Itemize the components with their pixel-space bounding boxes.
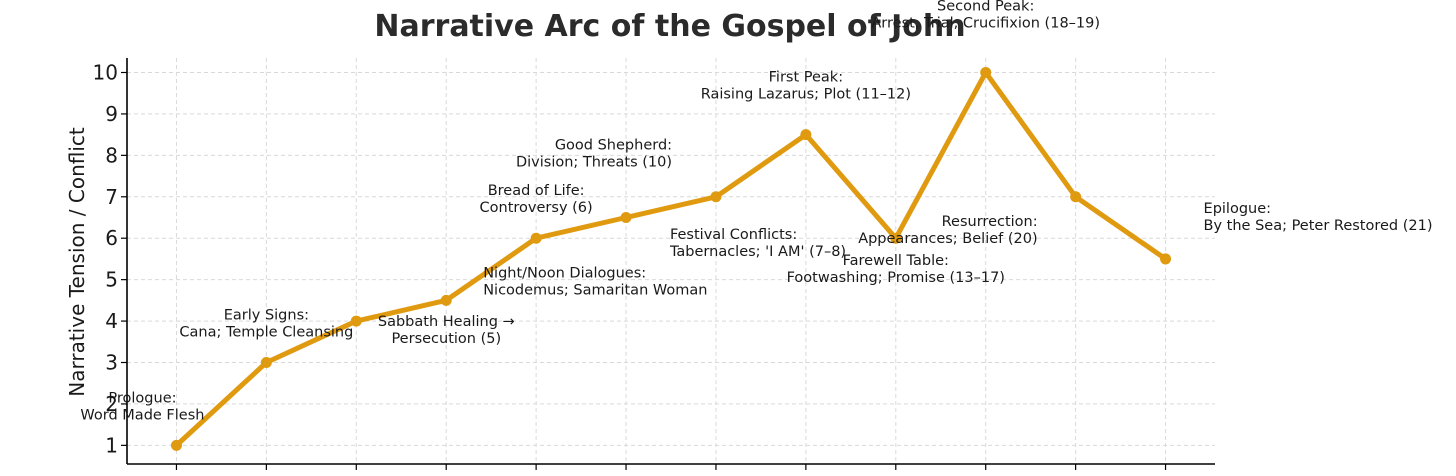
data-point xyxy=(710,191,722,203)
annotation: Prologue:Word Made Flesh xyxy=(80,390,204,423)
data-point xyxy=(1070,191,1082,203)
annotation-text: Good Shepherd: xyxy=(555,138,672,154)
data-point xyxy=(620,212,632,223)
data-point xyxy=(440,294,452,306)
y-tick-label: 3 xyxy=(105,351,118,375)
y-tick-label: 4 xyxy=(105,309,118,333)
annotation: Second Peak:Arrest, Trial, Crucifixion (… xyxy=(871,0,1100,32)
data-point xyxy=(800,129,812,141)
y-tick-label: 1 xyxy=(105,433,118,457)
annotation-text: Raising Lazarus; Plot (11–12) xyxy=(701,87,911,103)
annotation: Farewell Table:Footwashing; Promise (13–… xyxy=(787,253,1005,286)
data-point xyxy=(170,439,182,451)
y-tick-label: 7 xyxy=(105,185,118,209)
data-point xyxy=(530,232,542,244)
annotation: Sabbath Healing →Persecution (5) xyxy=(378,314,515,347)
annotation: Good Shepherd:Division; Threats (10) xyxy=(516,138,672,171)
axis-layer: Narrative Arc of the Gospel of John Narr… xyxy=(65,9,1215,470)
data-point xyxy=(1160,253,1172,265)
y-tick-label: 6 xyxy=(105,226,118,250)
annotation-text: Night/Noon Dialogues: xyxy=(483,265,646,281)
annotation: Bread of Life:Controversy (6) xyxy=(480,183,593,216)
annotation-text: By the Sea; Peter Restored (21) xyxy=(1204,218,1433,234)
annotation-text: Farewell Table: xyxy=(843,253,949,269)
series-layer xyxy=(170,67,1172,451)
annotation: Epilogue:By the Sea; Peter Restored (21) xyxy=(1204,201,1433,234)
y-tick-label: 10 xyxy=(93,61,118,85)
y-tick-label: 5 xyxy=(105,268,118,292)
annotation-text: Early Signs: xyxy=(224,308,309,324)
annotation-layer: Prologue:Word Made Flesh Early Signs:Cana… xyxy=(80,0,1432,423)
y-tick-label: 9 xyxy=(105,102,118,126)
series-line xyxy=(173,70,1169,448)
annotation-text: Cana; Temple Cleansing xyxy=(179,325,353,341)
annotation-text: Division; Threats (10) xyxy=(516,155,672,171)
annotation: Early Signs:Cana; Temple Cleansing xyxy=(179,308,353,341)
annotation-text: Second Peak: xyxy=(937,0,1034,15)
annotation: Festival Conflicts:Tabernacles; 'I AM' (… xyxy=(669,227,846,260)
y-axis-label: Narrative Tension / Conflict xyxy=(65,127,89,397)
annotation: Night/Noon Dialogues:Nicodemus; Samarita… xyxy=(483,265,707,298)
y-tick-label: 8 xyxy=(105,143,118,167)
annotation-text: Epilogue: xyxy=(1204,201,1272,217)
annotation: Resurrection:Appearances; Belief (20) xyxy=(858,214,1037,247)
annotation-text: Persecution (5) xyxy=(391,331,501,347)
annotation-text: Footwashing; Promise (13–17) xyxy=(787,270,1005,286)
data-point xyxy=(980,67,992,78)
annotation-text: Tabernacles; 'I AM' (7–8) xyxy=(669,244,846,260)
annotation-text: Word Made Flesh xyxy=(80,407,204,423)
data-point xyxy=(350,315,362,327)
chart-title: Narrative Arc of the Gospel of John xyxy=(374,9,965,44)
annotation-text: Nicodemus; Samaritan Woman xyxy=(483,282,707,298)
annotation: First Peak:Raising Lazarus; Plot (11–12) xyxy=(701,70,911,103)
annotation-text: Sabbath Healing → xyxy=(378,314,515,330)
y-tick-label: 2 xyxy=(105,392,118,416)
annotation-text: Festival Conflicts: xyxy=(670,227,797,243)
grid-layer xyxy=(127,58,1215,464)
annotation-text: Bread of Life: xyxy=(488,183,585,199)
data-point xyxy=(890,232,902,244)
annotation-text: Resurrection: xyxy=(942,214,1038,230)
annotation-text: Appearances; Belief (20) xyxy=(858,231,1037,247)
annotation-text: Controversy (6) xyxy=(480,200,593,216)
annotation-text: Arrest, Trial, Crucifixion (18–19) xyxy=(871,16,1100,32)
annotation-text: Prologue: xyxy=(108,390,176,406)
annotation-text: First Peak: xyxy=(769,70,843,86)
data-point xyxy=(260,357,272,368)
